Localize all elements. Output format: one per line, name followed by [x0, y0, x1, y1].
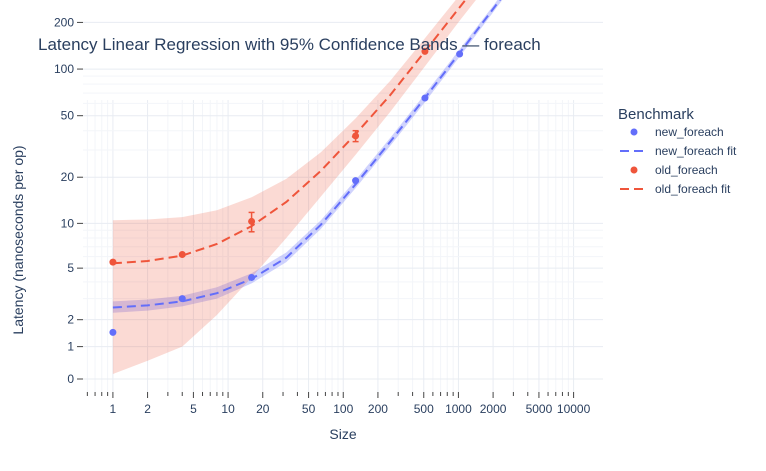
y-tick-label: 200 [54, 15, 74, 29]
data-point-new-foreach [456, 50, 464, 58]
legend: Benchmark new_foreach new_foreach fit old_… [618, 106, 737, 196]
data-point-old-foreach [352, 132, 360, 140]
legend-label: old_foreach [655, 163, 718, 177]
y-tick-label: 2 [67, 313, 74, 327]
confidence-band-old-foreach-fit [112, 0, 476, 374]
data-point-old-foreach [248, 217, 256, 225]
data-point-new-foreach [352, 177, 360, 185]
data-markers [109, 47, 464, 336]
x-tick-label: 2 [144, 402, 151, 416]
data-point-old-foreach [109, 258, 117, 266]
data-point-old-foreach [421, 47, 429, 55]
y-tick-label: 50 [61, 109, 75, 123]
legend-marker-new-foreach [630, 128, 638, 136]
x-tick-label: 500 [414, 402, 434, 416]
x-tick-label: 50 [302, 402, 316, 416]
data-point-old-foreach [178, 251, 186, 259]
chart-title: Latency Linear Regression with 95% Confi… [38, 35, 541, 54]
x-tick-label: 200 [368, 402, 388, 416]
x-tick-label: 5000 [526, 402, 553, 416]
axes: 1 2 5 10 20 50 100 200 500 1000 2000 5000 10000 0 1 2 5 1… [54, 15, 591, 416]
confidence-bands [112, 0, 503, 374]
data-point-new-foreach [178, 295, 186, 303]
legend-label: new_foreach [655, 125, 724, 139]
x-tick-label: 1 [110, 402, 117, 416]
x-tick-label: 20 [256, 402, 270, 416]
legend-label: old_foreach fit [655, 182, 731, 196]
x-tick-label: 2000 [480, 402, 507, 416]
x-tick-label: 10000 [557, 402, 591, 416]
legend-title: Benchmark [618, 106, 694, 123]
y-tick-label: 100 [54, 62, 74, 76]
y-tick-label: 20 [61, 170, 75, 184]
legend-label: new_foreach fit [655, 144, 737, 158]
x-tick-label: 5 [190, 402, 197, 416]
fit-line-new-foreach-fit [112, 0, 502, 309]
x-tick-label: 10 [221, 402, 235, 416]
y-axis-label: Latency (nanoseconds per op) [10, 145, 26, 334]
y-tick-label: 5 [67, 261, 74, 275]
data-point-new-foreach [109, 328, 117, 336]
data-point-new-foreach [421, 94, 429, 102]
y-tick-label: 1 [67, 340, 74, 354]
x-axis-label: Size [329, 426, 356, 442]
x-tick-label: 1000 [445, 402, 472, 416]
x-tick-label: 100 [333, 402, 353, 416]
grid [83, 21, 603, 392]
y-tick-label: 10 [61, 216, 75, 230]
y-tick-label: 0 [67, 372, 74, 386]
data-point-new-foreach [248, 273, 256, 281]
legend-marker-old-foreach [630, 166, 638, 174]
